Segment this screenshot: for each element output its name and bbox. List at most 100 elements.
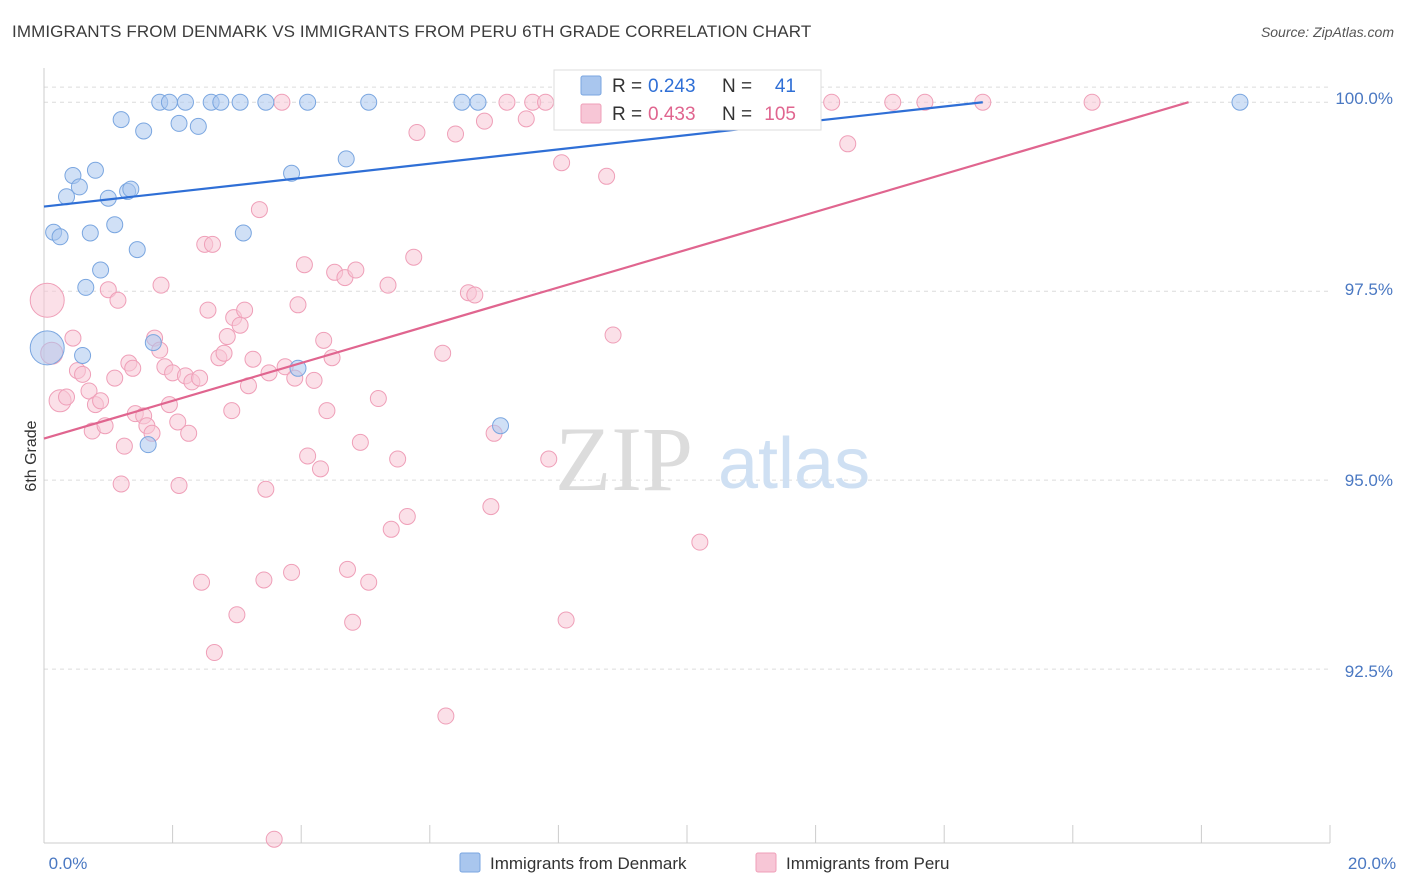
stats-peru-n-label: N = xyxy=(722,104,752,125)
peru-point xyxy=(408,123,426,141)
watermark-zip: ZIP xyxy=(555,408,693,510)
peru-point xyxy=(106,369,124,387)
denmark-point xyxy=(81,224,99,242)
denmark-trendline xyxy=(43,101,983,208)
peru-point xyxy=(152,276,170,294)
stats-peru-r-value: 0.433 xyxy=(648,104,696,125)
legend-peru-label[interactable]: Immigrants from Peru xyxy=(786,854,949,873)
denmark-point xyxy=(257,93,275,111)
x-tick-label-max: 20.0% xyxy=(1348,854,1396,873)
peru-point xyxy=(191,369,209,387)
peru-point xyxy=(1083,93,1101,111)
peru-point xyxy=(916,93,934,111)
peru-point xyxy=(360,573,378,591)
peru-point xyxy=(283,563,301,581)
denmark-point xyxy=(106,216,124,234)
peru-point xyxy=(203,235,221,253)
stats-denmark-r-value: 0.243 xyxy=(648,76,696,97)
peru-point xyxy=(389,450,407,468)
peru-point xyxy=(223,402,241,420)
peru-point xyxy=(344,613,362,631)
peru-point xyxy=(553,154,571,172)
stats-denmark-r-label: R = xyxy=(612,76,642,97)
trendlines xyxy=(43,101,1189,440)
peru-point xyxy=(231,316,249,334)
denmark-point xyxy=(337,150,355,168)
peru-point xyxy=(382,520,400,538)
stats-denmark-swatch xyxy=(580,75,602,96)
axes xyxy=(43,68,1331,844)
legend-denmark-label[interactable]: Immigrants from Denmark xyxy=(490,854,687,873)
peru-point xyxy=(112,475,130,493)
peru-point xyxy=(517,110,535,128)
denmark-point xyxy=(122,180,140,198)
watermark: ZIP atlas xyxy=(555,408,870,510)
denmark-point xyxy=(74,346,92,364)
peru-point xyxy=(315,331,333,349)
denmark-point xyxy=(170,114,188,132)
peru-point xyxy=(257,480,275,498)
peru-point xyxy=(604,326,622,344)
peru-point xyxy=(273,93,291,111)
peru-point xyxy=(169,413,187,431)
peru-point xyxy=(466,286,484,304)
peru-point xyxy=(299,447,317,465)
peru-point xyxy=(305,371,323,389)
denmark-point xyxy=(51,228,69,246)
denmark-point xyxy=(189,117,207,135)
denmark-point xyxy=(231,93,249,111)
denmark-point xyxy=(112,111,130,129)
denmark-points xyxy=(29,93,1249,454)
stats-denmark-n-value: 41 xyxy=(775,76,796,97)
legend-denmark-swatch[interactable] xyxy=(459,852,481,873)
peru-point xyxy=(598,167,616,185)
denmark-point xyxy=(469,93,487,111)
peru-point xyxy=(540,450,558,468)
denmark-point xyxy=(1231,93,1249,111)
y-tick-label-97-5: 97.5% xyxy=(1345,280,1393,299)
legend: Immigrants from Denmark Immigrants from … xyxy=(459,852,949,873)
peru-point xyxy=(236,301,254,319)
stats-box: R = 0.243 N = 41 R = 0.433 N = 105 xyxy=(553,69,822,131)
y-tick-label-95: 95.0% xyxy=(1345,471,1393,490)
peru-point xyxy=(379,276,397,294)
chart-title: IMMIGRANTS FROM DENMARK VS IMMIGRANTS FR… xyxy=(12,22,812,41)
x-tick-label-min: 0.0% xyxy=(49,854,88,873)
peru-point xyxy=(311,460,329,478)
peru-point xyxy=(180,424,198,442)
peru-point xyxy=(295,256,313,274)
denmark-point xyxy=(29,330,65,366)
denmark-point xyxy=(492,417,510,435)
denmark-point xyxy=(144,334,162,352)
peru-point xyxy=(557,611,575,629)
peru-point xyxy=(58,388,76,406)
peru-point xyxy=(199,301,217,319)
peru-point xyxy=(80,382,98,400)
peru-point xyxy=(398,507,416,525)
peru-point xyxy=(884,93,902,111)
y-tick-label-100: 100.0% xyxy=(1335,89,1393,108)
peru-point xyxy=(29,282,65,318)
peru-point xyxy=(498,93,516,111)
peru-point xyxy=(369,390,387,408)
peru-point xyxy=(351,433,369,451)
legend-peru-swatch[interactable] xyxy=(755,852,777,873)
peru-point xyxy=(839,135,857,153)
denmark-point xyxy=(453,93,471,111)
source-label[interactable]: Source: ZipAtlas.com xyxy=(1260,24,1394,40)
stats-peru-r-label: R = xyxy=(612,104,642,125)
peru-point xyxy=(265,830,283,848)
denmark-point xyxy=(70,178,88,196)
stats-peru-n-value: 105 xyxy=(764,104,796,125)
peru-point xyxy=(170,476,188,494)
denmark-point xyxy=(176,93,194,111)
peru-point xyxy=(92,392,110,410)
denmark-point xyxy=(139,436,157,454)
denmark-point xyxy=(86,161,104,179)
peru-point xyxy=(482,498,500,516)
denmark-point xyxy=(212,93,230,111)
peru-point xyxy=(64,329,82,347)
peru-point xyxy=(537,93,555,111)
peru-point xyxy=(447,125,465,143)
